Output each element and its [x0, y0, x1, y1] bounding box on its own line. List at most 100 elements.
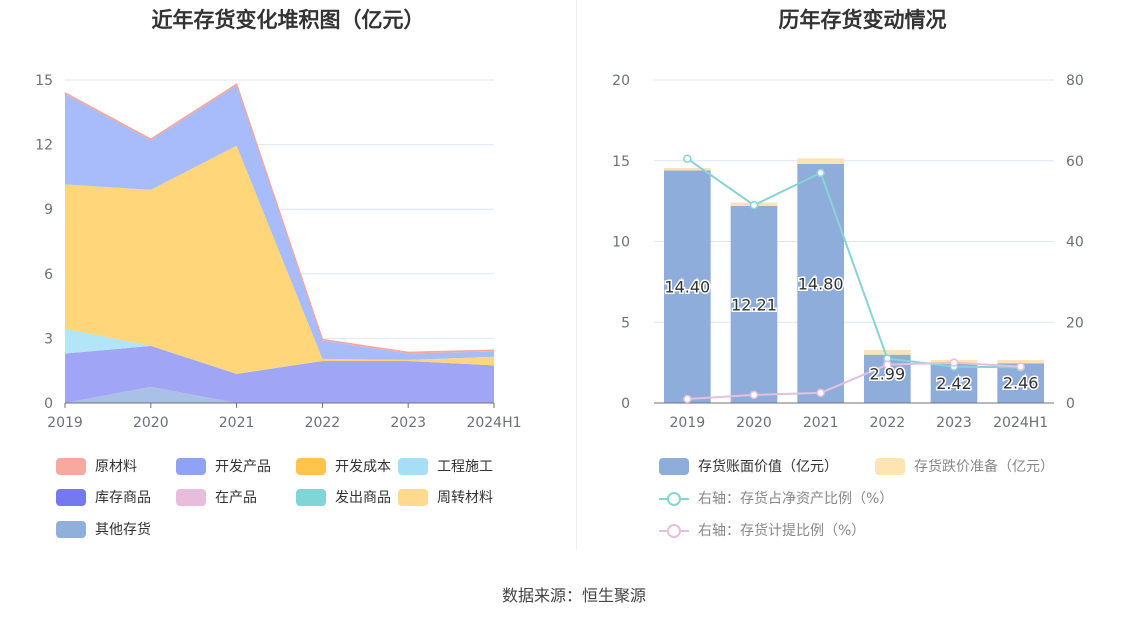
legend-swatch — [56, 457, 86, 475]
legend-swatch — [398, 457, 428, 475]
bar-impairment — [997, 360, 1044, 364]
legend-label: 在产品 — [215, 490, 257, 506]
left-legend-item[interactable]: 开发成本 — [296, 456, 391, 476]
legend-label: 开发成本 — [335, 459, 391, 475]
left-x-tick-label: 2019 — [47, 415, 83, 431]
legend-label: 其他存货 — [95, 522, 151, 538]
bar-impairment — [664, 168, 711, 171]
right-legend-item[interactable]: 存货跌价准备（亿元） — [875, 456, 1054, 476]
legend-swatch — [296, 457, 326, 475]
right-y-left-tick-label: 10 — [612, 235, 630, 251]
bar-data-label: 2.42 — [936, 374, 972, 393]
right-y-right-tick-label: 40 — [1066, 235, 1084, 251]
bar-impairment — [864, 349, 911, 355]
legend-swatch — [176, 488, 206, 506]
stacked-area-chart: 0 3 6 9 12 15 2019 2020 2021 2022 2023 2024H1 — [35, 73, 521, 431]
legend-label: 开发产品 — [215, 459, 271, 475]
right-x-tick-label: 2022 — [870, 415, 906, 431]
bar-data-label: 2.99 — [870, 365, 906, 384]
left-legend-item[interactable]: 在产品 — [176, 487, 257, 507]
area-series-7 — [65, 85, 494, 360]
bar-impairment — [797, 158, 844, 164]
left-y-tick-label: 12 — [35, 138, 53, 154]
right-y-left-tick-label: 0 — [621, 396, 630, 412]
right-legend-item[interactable]: 存货账面价值（亿元） — [659, 456, 838, 476]
legend-swatch — [176, 457, 206, 475]
left-x-tick-label: 2024H1 — [466, 415, 521, 431]
line-point — [816, 168, 825, 178]
right-y-left-tick-label: 5 — [621, 315, 630, 331]
right-x-tick-label: 2020 — [736, 415, 772, 431]
area-series-0 — [65, 386, 494, 403]
line-point — [1016, 362, 1025, 371]
legend-label: 原材料 — [95, 459, 137, 475]
bar-data-label: 14.40 — [664, 278, 710, 297]
legend-label: 右轴：存货计提比例（%） — [698, 523, 866, 539]
left-chart-title: 近年存货变化堆积图（亿元） — [151, 8, 425, 32]
legend-swatch — [659, 522, 689, 539]
right-x-tick-label: 2019 — [670, 415, 706, 431]
legend-label: 发出商品 — [335, 490, 391, 506]
bar-data-label: 14.80 — [798, 274, 844, 293]
left-x-tick-label: 2022 — [305, 415, 341, 431]
left-legend-item[interactable]: 开发产品 — [176, 456, 271, 476]
legend-label: 存货账面价值（亿元） — [698, 459, 838, 475]
left-legend-item[interactable]: 其他存货 — [56, 519, 151, 539]
left-x-tick-label: 2023 — [390, 415, 426, 431]
line-series-0 — [686, 157, 1021, 369]
line-point — [683, 154, 692, 163]
legend-swatch — [659, 457, 689, 475]
line-point — [749, 390, 759, 400]
legend-swatch — [56, 520, 86, 538]
line-point — [949, 358, 959, 367]
bar-book-value — [797, 163, 844, 403]
left-x-tick-label: 2021 — [219, 415, 255, 431]
right-legend-item[interactable]: 右轴：存货占净资产比例（%） — [659, 488, 893, 508]
left-y-tick-label: 3 — [44, 331, 53, 347]
line-point — [749, 200, 759, 210]
line-point — [883, 360, 892, 369]
line-point — [683, 394, 692, 404]
legend-swatch — [875, 457, 905, 475]
left-y-tick-label: 9 — [44, 202, 53, 218]
line-series-1 — [687, 361, 1021, 400]
legend-swatch — [398, 488, 428, 506]
right-legend-item[interactable]: 右轴：存货计提比例（%） — [659, 520, 865, 540]
bar-line-chart: 0 5 10 15 20 0 20 40 60 80 2019 2020 2021 2022 2023 202… — [612, 73, 1084, 431]
legend-swatch — [659, 490, 689, 507]
left-y-tick-label: 6 — [44, 267, 53, 283]
right-x-tick-label: 2021 — [803, 415, 839, 431]
bar-book-value — [730, 205, 778, 403]
left-legend-item[interactable]: 库存商品 — [56, 487, 151, 507]
panel-divider — [576, 0, 577, 550]
right-x-tick-label: 2024H1 — [993, 415, 1048, 431]
left-y-tick-label: 15 — [35, 73, 53, 89]
left-legend-item[interactable]: 周转材料 — [398, 487, 493, 507]
legend-label: 工程施工 — [437, 459, 493, 475]
left-x-tick-label: 2020 — [133, 415, 169, 431]
area-top-edge — [64, 83, 495, 354]
legend-swatch — [56, 488, 86, 506]
area-series-1 — [65, 345, 494, 403]
left-legend-item[interactable]: 原材料 — [56, 456, 137, 476]
right-y-right-tick-label: 20 — [1066, 315, 1084, 331]
line-point — [816, 388, 825, 398]
legend-label: 右轴：存货占净资产比例（%） — [698, 491, 894, 507]
right-y-right-tick-label: 80 — [1066, 73, 1084, 89]
area-series-5 — [65, 145, 494, 374]
bar-data-label: 2.46 — [1003, 373, 1039, 392]
bar-book-value — [664, 170, 711, 403]
legend-label: 库存商品 — [95, 490, 151, 506]
left-y-tick-label: 0 — [44, 396, 53, 412]
bar-data-label: 12.21 — [731, 295, 777, 314]
right-y-right-tick-label: 60 — [1066, 154, 1084, 170]
left-legend-item[interactable]: 工程施工 — [398, 456, 493, 476]
left-legend-item[interactable]: 发出商品 — [296, 487, 391, 507]
right-x-tick-label: 2023 — [936, 415, 972, 431]
right-chart-panel: 历年存货变动情况 0 5 10 15 20 0 20 40 60 80 2019 2020 2021 20… — [577, 0, 1148, 550]
right-chart-title: 历年存货变动情况 — [778, 8, 947, 32]
right-y-right-tick-label: 0 — [1066, 396, 1075, 412]
right-y-left-tick-label: 20 — [612, 73, 630, 89]
legend-swatch — [296, 488, 326, 506]
legend-label: 周转材料 — [437, 490, 493, 506]
